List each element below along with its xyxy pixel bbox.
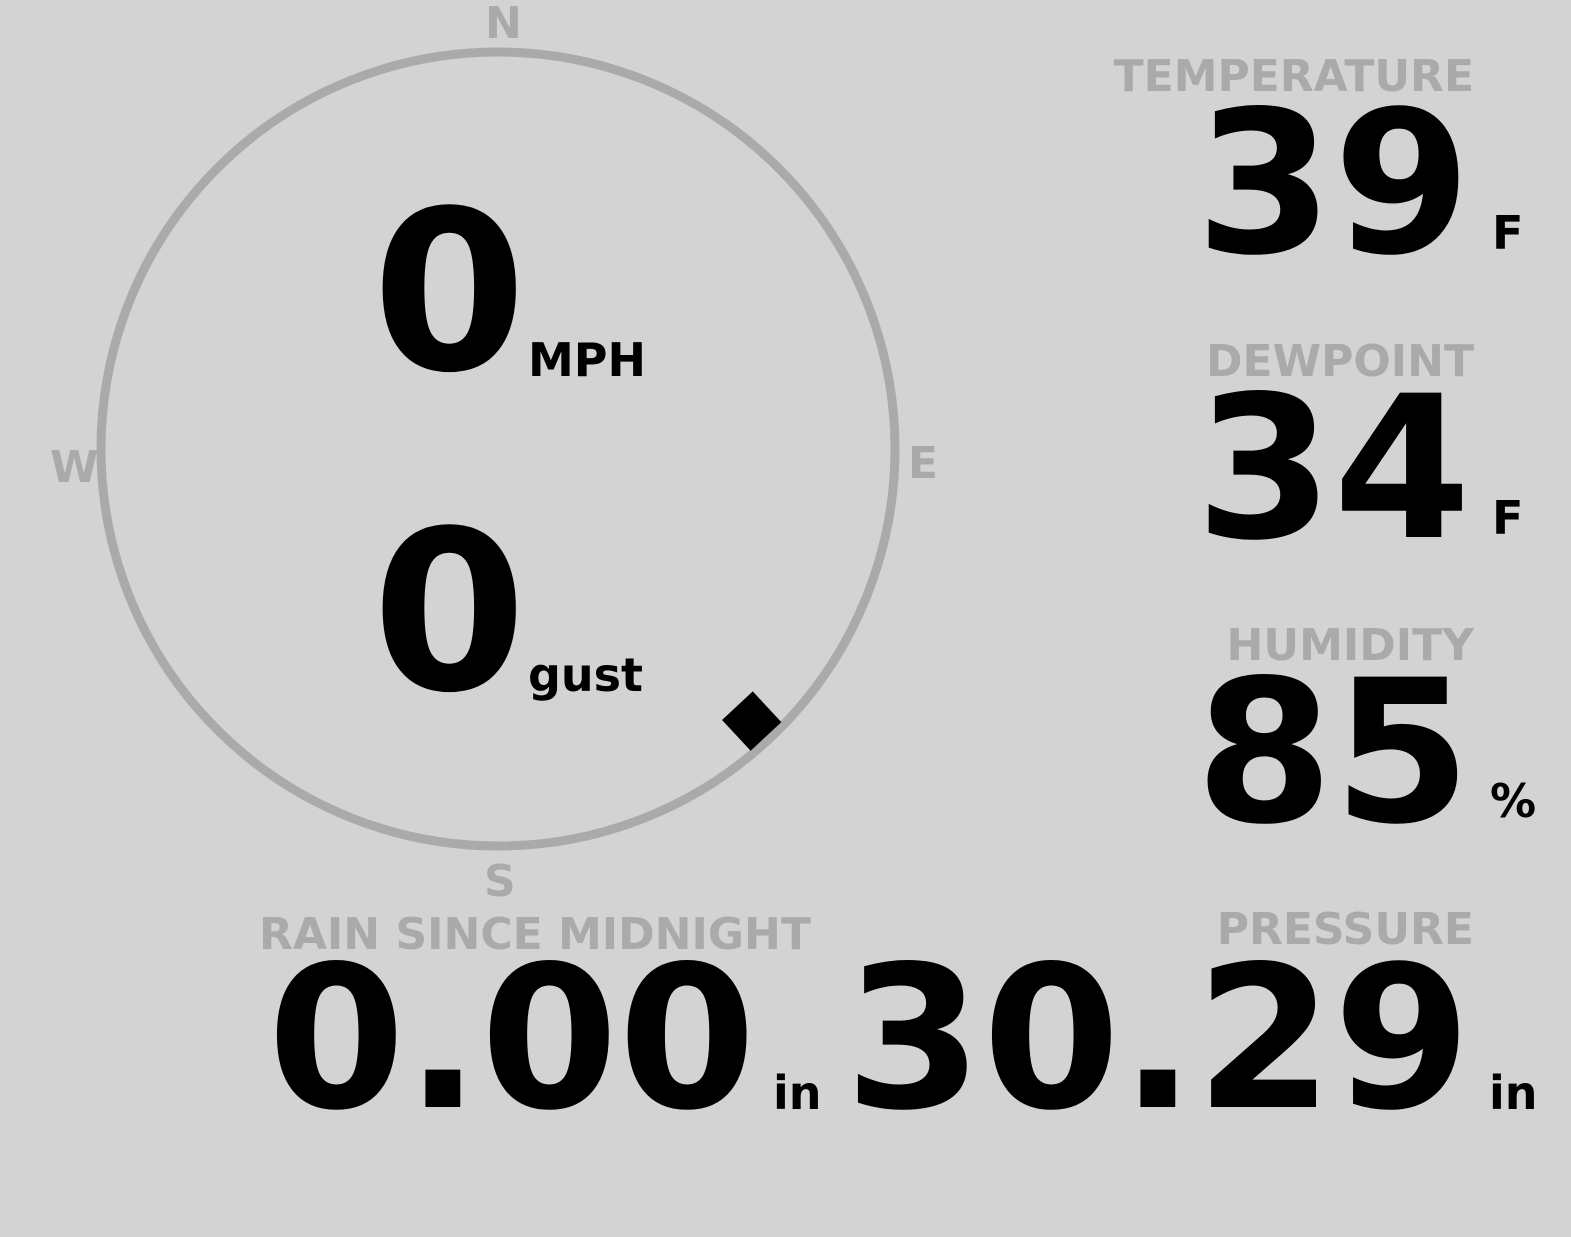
compass-south: S	[484, 856, 516, 907]
humidity-value: 85	[1195, 637, 1471, 868]
pressure-unit: in	[1489, 1066, 1538, 1120]
temperature-value: 39	[1195, 68, 1471, 299]
compass-ring	[96, 47, 900, 851]
pressure-value: 30.29	[844, 923, 1471, 1154]
wind-gust-value: 0	[372, 484, 527, 742]
wind-direction-marker	[722, 691, 782, 751]
rain-label: RAIN SINCE MIDNIGHT	[259, 909, 811, 960]
humidity-unit: %	[1490, 774, 1537, 828]
wind-gust-label: gust	[528, 648, 644, 702]
dewpoint-label: DEWPOINT	[1206, 336, 1474, 387]
wind-speed-unit: MPH	[528, 333, 646, 387]
rain-unit: in	[773, 1066, 822, 1120]
humidity-label: HUMIDITY	[1226, 620, 1474, 671]
compass-north: N	[485, 0, 522, 49]
pressure-label: PRESSURE	[1216, 904, 1474, 955]
dewpoint-unit: F	[1492, 491, 1524, 545]
temperature-label: TEMPERATURE	[1113, 51, 1474, 102]
wind-speed-value: 0	[372, 164, 527, 422]
rain-value: 0.00	[267, 923, 756, 1154]
compass-east: E	[908, 438, 939, 489]
dewpoint-value: 34	[1195, 353, 1471, 584]
temperature-unit: F	[1492, 206, 1524, 260]
compass-west: W	[50, 442, 99, 493]
